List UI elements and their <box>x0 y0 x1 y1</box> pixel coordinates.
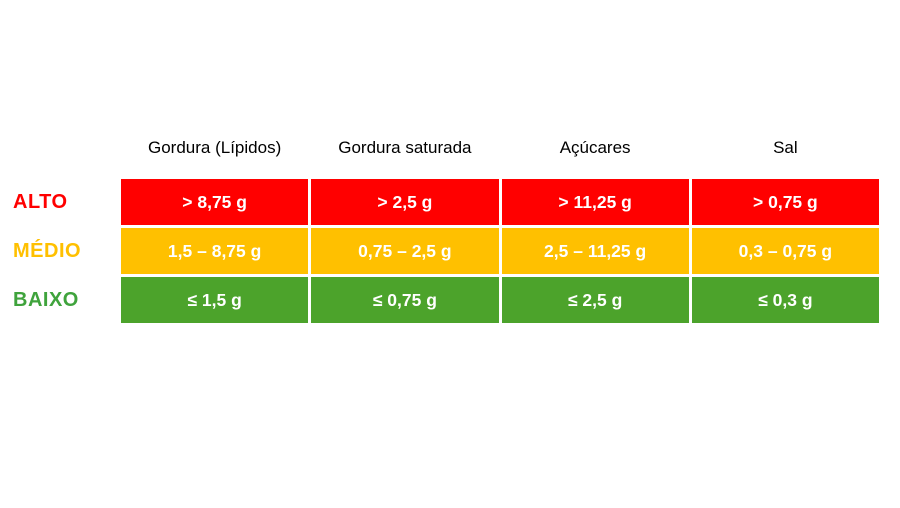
cell-alto-acucares: > 11,25 g <box>501 179 689 225</box>
cell-baixo-gordura-saturada: ≤ 0,75 g <box>311 277 499 323</box>
cell-alto-gordura-saturada: > 2,5 g <box>311 179 499 225</box>
cell-medio-acucares: 2,5 – 11,25 g <box>501 228 689 274</box>
threshold-grid: ALTO > 8,75 g > 2,5 g > 11,25 g > 0,75 g… <box>0 179 879 323</box>
row-label-baixo: BAIXO <box>0 277 118 323</box>
cell-medio-gordura-lipidos: 1,5 – 8,75 g <box>121 228 309 274</box>
cell-baixo-acucares: ≤ 2,5 g <box>501 277 689 323</box>
cell-alto-sal: > 0,75 g <box>691 179 879 225</box>
cell-baixo-gordura-lipidos: ≤ 1,5 g <box>121 277 309 323</box>
column-header-acucares: Açúcares <box>559 138 631 157</box>
cell-medio-gordura-saturada: 0,75 – 2,5 g <box>311 228 499 274</box>
column-header-gordura-lipidos: Gordura (Lípidos) <box>148 138 282 157</box>
column-header-sal: Sal <box>773 138 798 157</box>
row-label-alto: ALTO <box>0 179 118 225</box>
cell-alto-gordura-lipidos: > 8,75 g <box>121 179 309 225</box>
cell-medio-sal: 0,3 – 0,75 g <box>691 228 879 274</box>
row-label-medio: MÉDIO <box>0 228 118 274</box>
column-header-gordura-saturada: Gordura saturada <box>338 138 472 157</box>
column-headers: Gordura (Lípidos) Gordura saturada Açúca… <box>121 136 879 160</box>
cell-baixo-sal: ≤ 0,3 g <box>691 277 879 323</box>
